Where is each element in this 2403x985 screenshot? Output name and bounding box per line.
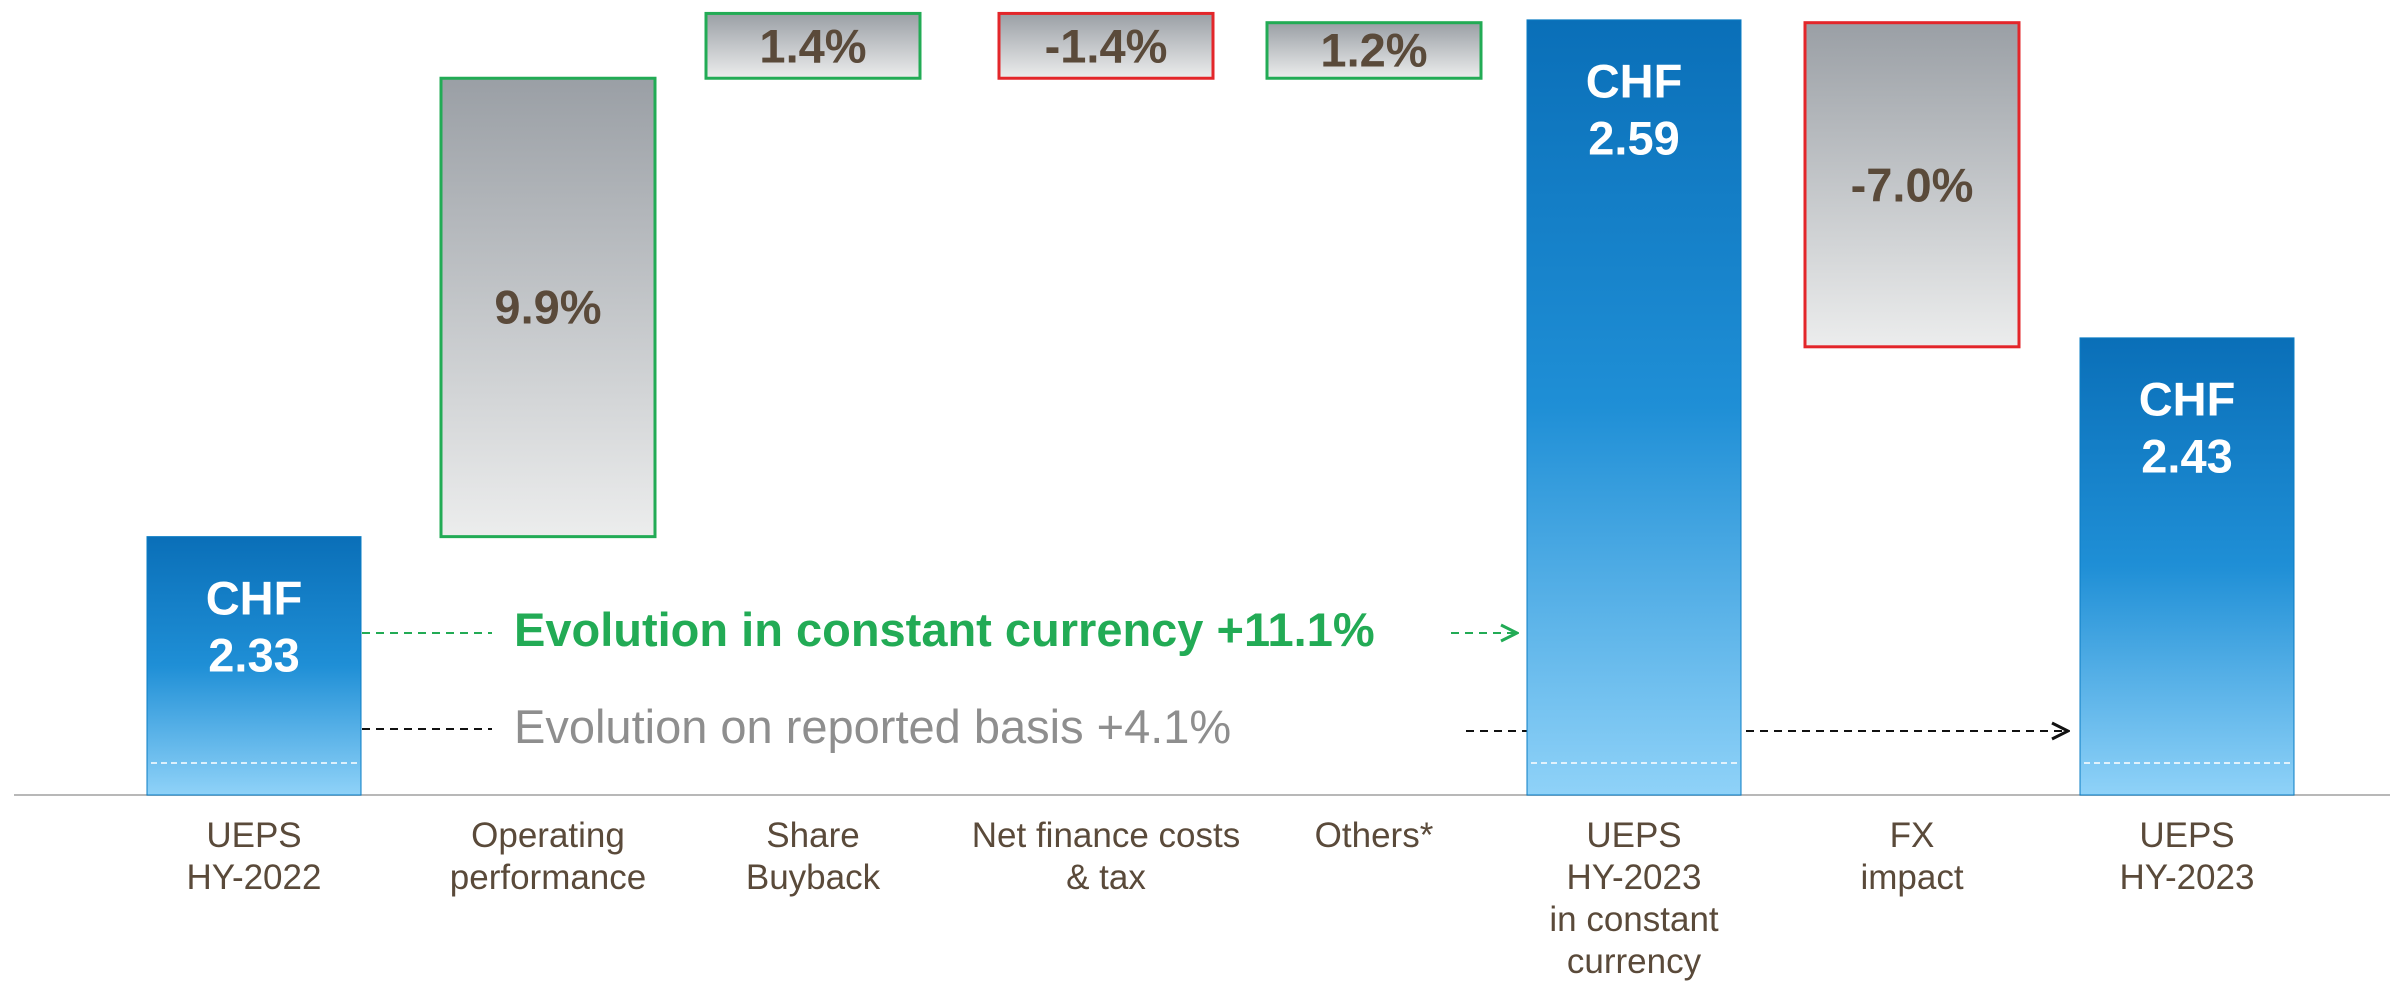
annotation: Evolution in constant currency +11.1% [514,602,1375,656]
value-label: CHF 2.33 [205,571,303,682]
delta-bar [704,11,922,80]
delta-bar [1803,21,2021,349]
total-bar [2079,337,2295,796]
value-label: CHF 2.43 [2138,372,2236,483]
value-label: 1.2% [1320,23,1428,77]
x-tick-label: UEPS HY-2023 in constant currency [1549,816,1719,981]
value-label: -7.0% [1850,158,1974,212]
delta-bar [439,76,657,539]
value-label: 1.4% [759,19,867,73]
x-tick-label: UEPS HY-2022 [186,816,322,897]
value-label: CHF 2.59 [1585,54,1683,165]
x-tick-label: UEPS HY-2023 [2119,816,2255,897]
total-bar [146,536,362,796]
x-tick-label: Operating performance [449,816,647,897]
total-bar [1526,19,1742,796]
annotation: Evolution on reported basis +4.1% [514,699,1232,753]
delta-bar [997,11,1215,80]
x-tick-label: Net finance costs & tax [971,816,1241,897]
value-label: 9.9% [494,280,602,334]
x-tick-label: Others* [1314,816,1434,855]
x-tick-label: Share Buyback [745,816,881,897]
delta-bar [1265,21,1483,80]
value-label: -1.4% [1044,19,1168,73]
x-tick-label: FX impact [1860,816,1964,897]
